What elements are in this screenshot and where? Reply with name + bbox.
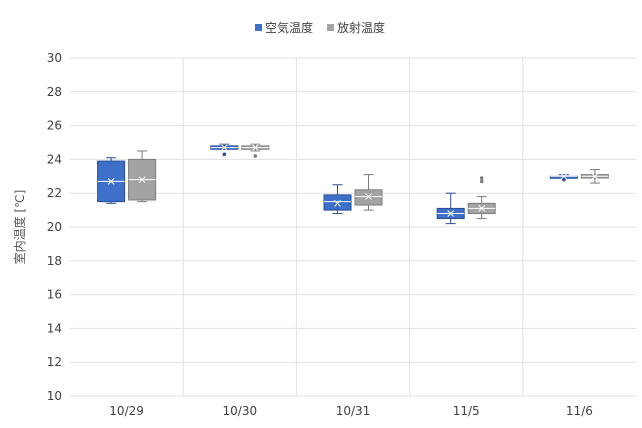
legend-swatch <box>255 24 262 31</box>
legend-label: 空気温度 <box>265 20 313 35</box>
box-air-4 <box>549 172 578 182</box>
legend: 空気温度 放射温度 <box>255 20 385 35</box>
outlier-point <box>479 176 484 180</box>
legend-label: 放射温度 <box>337 20 385 35</box>
box-radiant-0 <box>128 150 157 203</box>
legend-swatch <box>327 24 334 31</box>
y-tick-label: 28 <box>47 85 62 99</box>
y-tick-label: 24 <box>47 152 62 166</box>
box-body <box>354 189 383 206</box>
mean-marker <box>251 144 259 151</box>
mean-marker <box>107 178 115 185</box>
y-tick-label: 12 <box>47 355 62 369</box>
mean-marker <box>220 144 228 151</box>
x-tick-label: 10/29 <box>109 404 144 418</box>
outlier-point <box>479 179 484 184</box>
box-series <box>97 143 609 225</box>
outlier-point <box>562 177 566 182</box>
box-air-1 <box>210 143 239 157</box>
box-body <box>323 194 352 211</box>
box-radiant-3 <box>467 176 496 220</box>
box-radiant-2 <box>354 174 383 211</box>
mean-marker <box>560 172 568 180</box>
y-axis-label: 室内温度 [℃] <box>12 190 27 265</box>
mean-marker <box>478 205 486 212</box>
mean-marker <box>591 172 599 180</box>
y-tick-label: 16 <box>47 288 62 302</box>
mean-marker <box>334 199 341 207</box>
box-air-2 <box>323 184 352 214</box>
box-radiant-1 <box>241 143 270 158</box>
box-air-3 <box>436 192 465 225</box>
mean-marker <box>365 193 372 200</box>
grid-lines <box>70 57 636 397</box>
box-air-0 <box>97 157 126 204</box>
y-tick-label: 26 <box>47 119 62 133</box>
y-tick-label: 14 <box>47 321 62 335</box>
y-tick-label: 22 <box>47 186 62 200</box>
mean-marker <box>138 176 146 184</box>
y-tick-label: 20 <box>47 220 62 234</box>
x-axis-ticks: 10/29 10/30 10/31 11/5 11/6 <box>109 404 593 418</box>
x-tick-label: 11/6 <box>566 404 593 418</box>
x-tick-label: 10/30 <box>223 404 258 418</box>
y-axis-ticks: 10 12 14 16 18 20 22 24 26 28 30 <box>47 51 62 403</box>
x-tick-label: 10/31 <box>336 404 371 418</box>
y-tick-label: 18 <box>47 254 62 268</box>
outlier-point <box>253 154 258 158</box>
mean-marker <box>447 210 455 217</box>
outlier-point <box>222 152 227 157</box>
box-radiant-4 <box>580 169 609 184</box>
x-tick-label: 11/5 <box>453 404 480 418</box>
y-tick-label: 30 <box>47 51 62 65</box>
y-tick-label: 10 <box>47 389 62 403</box>
